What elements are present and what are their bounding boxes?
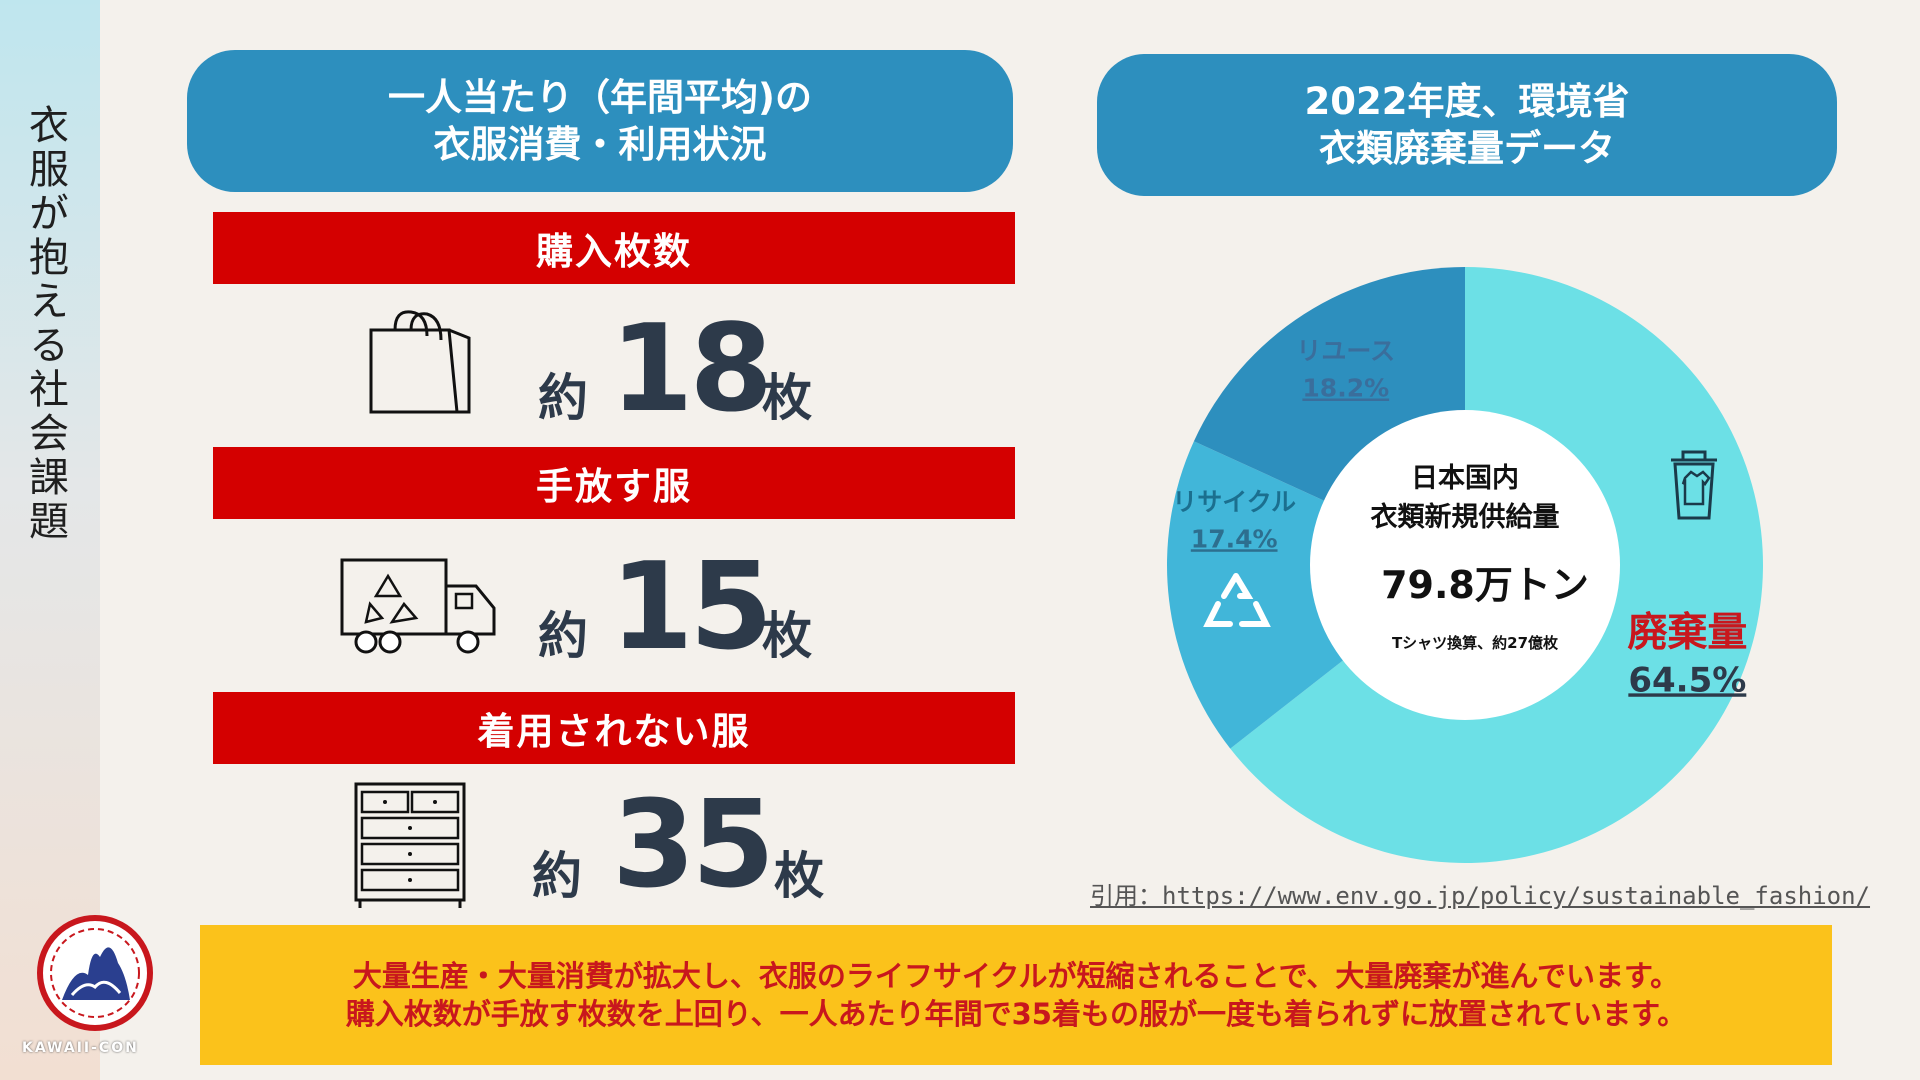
slice-percent-label: 17.4% — [1191, 524, 1278, 553]
center-value: 79.8万トン — [1381, 563, 1589, 607]
slice-name-label: 廃棄量 — [1627, 609, 1747, 655]
stat-value-unworn: 35 — [612, 776, 775, 915]
donut-svg: 日本国内 衣類新規供給量 79.8万トン Tシャツ換算、約27億枚 廃棄量 64.… — [1167, 267, 1763, 863]
page-title: 衣服が抱える社会課題 — [22, 104, 68, 544]
stat-unit: 枚 — [774, 847, 824, 905]
stat-prefix: 約 — [538, 607, 588, 665]
stat-prefix: 約 — [538, 369, 588, 427]
stat-unit: 枚 — [762, 369, 812, 427]
stat-label-discard: 手放す服 — [213, 447, 1015, 519]
slice-percent-label: 64.5% — [1628, 660, 1746, 700]
right-header: 2022年度、環境省 衣類廃棄量データ — [1097, 54, 1837, 196]
stat-value-discard: 15 — [610, 538, 773, 677]
center-note: Tシャツ換算、約27億枚 — [1392, 634, 1559, 652]
slice-name-label: リユース — [1296, 336, 1395, 365]
recycle-icon — [1203, 573, 1271, 627]
donut-hole — [1310, 410, 1620, 720]
slice-percent-label: 18.2% — [1302, 373, 1389, 402]
left-header-line1: 一人当たり（年間平均)の — [388, 76, 812, 119]
stat-value-purchase: 18 — [610, 300, 773, 439]
source-link[interactable]: 引用：https://www.env.go.jp/policy/sustaina… — [1090, 882, 1871, 910]
stat-label-unworn: 着用されない服 — [213, 692, 1015, 764]
trash-icon — [1671, 450, 1717, 520]
left-header: 一人当たり（年間平均)の 衣服消費・利用状況 — [187, 50, 1013, 192]
center-line2: 衣類新規供給量 — [1371, 501, 1560, 533]
summary-box: 大量生産・大量消費が拡大し、衣服のライフサイクルが短縮されることで、大量廃棄が進… — [200, 925, 1832, 1065]
summary-line1: 大量生産・大量消費が拡大し、衣服のライフサイクルが短縮されることで、大量廃棄が進… — [352, 959, 1680, 993]
shopping-bag-icon — [369, 310, 471, 414]
recycle-truck-icon — [340, 558, 496, 654]
kawaii-con-logo — [37, 915, 153, 1031]
left-header-line2: 衣服消費・利用状況 — [433, 123, 767, 166]
summary-line2: 購入枚数が手放す枚数を上回り、一人あたり年間で35着もの服が一度も着られずに放置… — [345, 997, 1687, 1031]
stat-label-purchase: 購入枚数 — [213, 212, 1015, 284]
center-line1: 日本国内 — [1411, 463, 1519, 494]
slice-name-label: リサイクル — [1172, 487, 1296, 516]
right-header-line2: 衣類廃棄量データ — [1319, 127, 1615, 170]
dresser-icon — [354, 782, 466, 908]
right-header-line1: 2022年度、環境省 — [1304, 80, 1630, 123]
sidebar — [0, 0, 100, 1080]
donut-chart: 日本国内 衣類新規供給量 79.8万トン Tシャツ換算、約27億枚 廃棄量 64.… — [1150, 250, 1780, 880]
stat-unit: 枚 — [762, 607, 812, 665]
stat-prefix: 約 — [532, 847, 582, 905]
logo-text: KAWAII-CON — [22, 1040, 139, 1056]
